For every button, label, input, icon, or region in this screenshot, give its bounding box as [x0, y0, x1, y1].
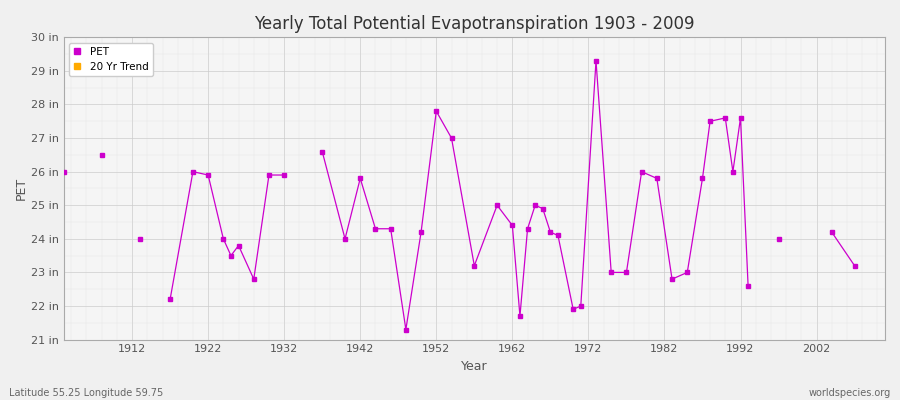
X-axis label: Year: Year [461, 360, 488, 373]
Legend: PET, 20 Yr Trend: PET, 20 Yr Trend [68, 42, 153, 76]
Text: Latitude 55.25 Longitude 59.75: Latitude 55.25 Longitude 59.75 [9, 388, 163, 398]
Title: Yearly Total Potential Evapotranspiration 1903 - 2009: Yearly Total Potential Evapotranspiratio… [254, 15, 695, 33]
Y-axis label: PET: PET [15, 177, 28, 200]
Text: worldspecies.org: worldspecies.org [809, 388, 891, 398]
